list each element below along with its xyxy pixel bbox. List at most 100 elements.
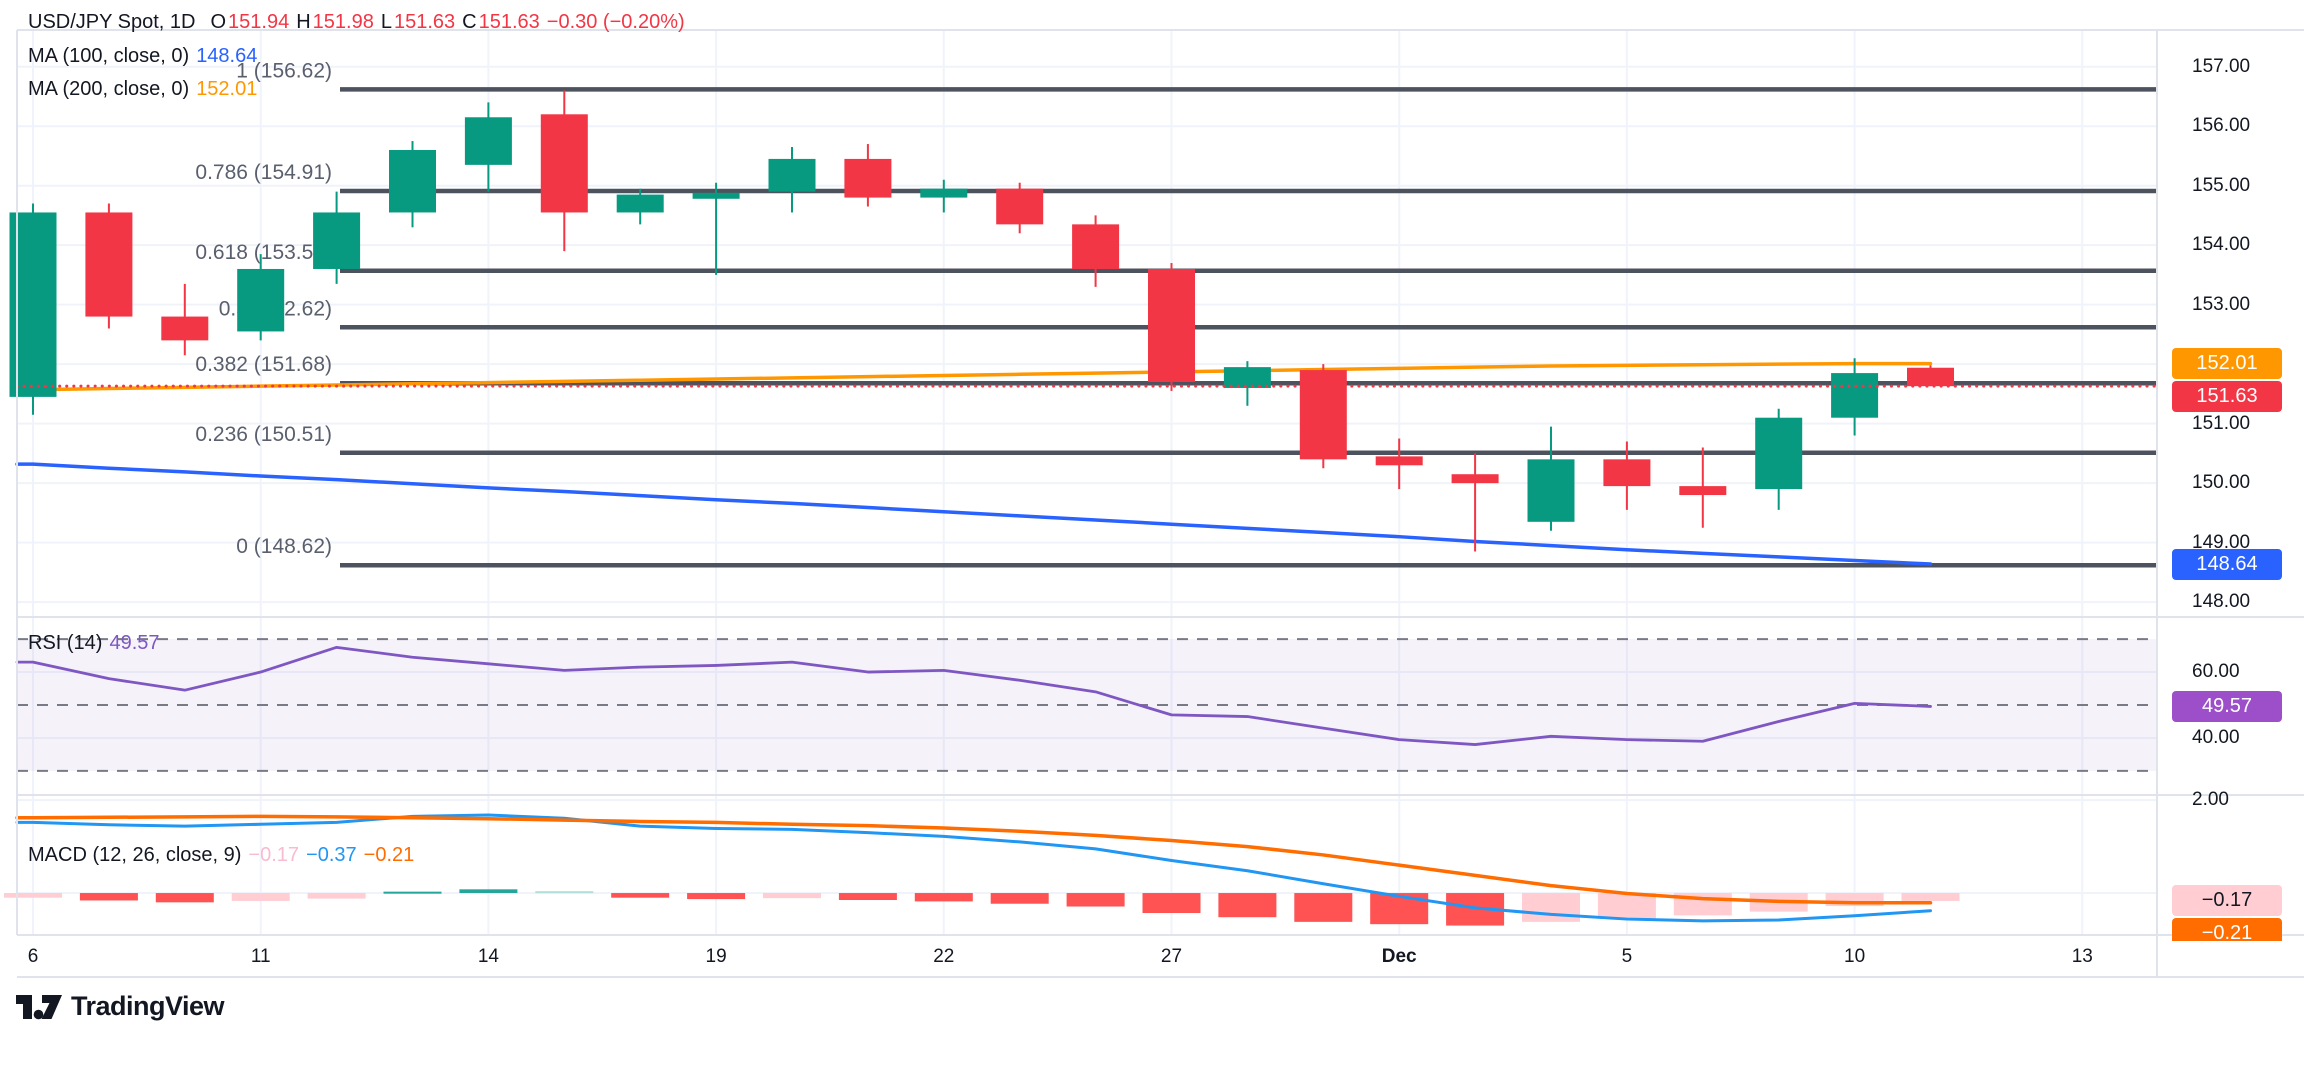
price-tick-label: 154.00 — [2192, 234, 2251, 256]
candle-body — [920, 188, 968, 198]
rsi-band — [17, 638, 2157, 772]
macd-histogram-bar — [1066, 893, 1125, 907]
price-tick-label: 149.00 — [2192, 531, 2251, 553]
fib-retracement: 1 (156.62) 0.786 (154.91) 0.618 (153.57) 0.… — [195, 59, 2157, 568]
fib-level-label: 1 (156.62) — [236, 59, 332, 82]
macd-histogram-bar — [687, 893, 746, 900]
macd-histogram-bar — [4, 893, 62, 898]
macd-histogram-bar — [838, 893, 897, 901]
macd-histogram-bar — [1294, 893, 1353, 922]
rsi-value: 49.57 — [109, 632, 160, 654]
axis-price-badge: −0.21 — [2172, 918, 2282, 941]
macd-line-value: −0.37 — [306, 844, 357, 866]
close-label: C — [462, 11, 477, 33]
axis-price-badge: −0.17 — [2172, 885, 2282, 917]
candle-body — [844, 158, 892, 198]
candles-layer — [9, 90, 1954, 552]
grid-layer — [17, 30, 2157, 935]
open-label: O — [210, 11, 227, 33]
symbol-status-line: USD/JPY Spot, 1D O 151.94 H 151.98 L 151.63… — [28, 10, 685, 34]
time-tick-label: 6 — [27, 946, 39, 967]
time-tick-label: 19 — [705, 946, 727, 967]
rsi-label: RSI (14) — [28, 632, 103, 654]
candle-body — [237, 268, 285, 332]
fib-level-label: 0 (148.62) — [236, 535, 332, 558]
ma100-value: 148.64 — [196, 45, 258, 67]
candle-body — [1755, 417, 1803, 490]
price-axis[interactable]: 157.00156.00155.00154.00153.00152.00151.… — [2157, 0, 2304, 941]
tradingview-mark-icon — [16, 995, 62, 1020]
macd-label: MACD (12, 26, close, 9) — [28, 844, 242, 866]
tradingview-logo-text: TradingView — [71, 990, 225, 1021]
time-axis[interactable]: 6 11 14 19 22 27 Dec 5 10 13 — [0, 936, 2304, 976]
fib-level-label: 0.786 (154.91) — [195, 161, 332, 184]
macd-histogram-bar — [535, 891, 594, 894]
time-tick-label: 13 — [2071, 946, 2093, 967]
macd-tick-label: 2.00 — [2192, 789, 2229, 811]
macd-histogram-bar — [763, 893, 821, 899]
macd-hist-value: −0.17 — [248, 844, 300, 866]
rsi-tick-label: 40.00 — [2192, 726, 2240, 748]
candle-body — [1223, 367, 1271, 388]
change-value: −0.30 (−0.20%) — [546, 11, 685, 33]
price-tick-label: 150.00 — [2192, 472, 2251, 494]
time-tick-label: 11 — [250, 946, 271, 967]
time-tick-label: 5 — [1621, 946, 1633, 967]
fib-level-label: 0.382 (151.68) — [195, 353, 332, 376]
candle-body — [540, 114, 588, 213]
tradingview-logo[interactable]: TradingView — [16, 988, 225, 1024]
symbol-title: USD/JPY Spot, 1D — [28, 11, 196, 33]
ma100-line — [15, 462, 1933, 566]
macd-histogram-bar — [79, 893, 138, 901]
candle-body — [1451, 474, 1499, 484]
fib-level-label: 0.618 (153.57) — [195, 241, 332, 264]
macd-line — [15, 813, 1932, 923]
ma200-value: 152.01 — [196, 78, 258, 100]
axis-price-badge: 49.57 — [2172, 690, 2282, 722]
high-label: H — [296, 11, 311, 33]
candle-body — [1375, 456, 1423, 466]
macd-histogram-bar — [155, 893, 214, 903]
candle-body — [1527, 459, 1575, 522]
price-tick-label: 148.00 — [2192, 591, 2251, 613]
price-tick-label: 156.00 — [2192, 115, 2251, 137]
price-tick-label: 153.00 — [2192, 293, 2251, 315]
signal-line — [15, 814, 1933, 905]
axis-price-badge: 151.63 — [2172, 381, 2282, 413]
macd-histogram-bar — [231, 893, 290, 901]
candle-body — [1679, 486, 1727, 496]
candle-body — [768, 158, 816, 192]
high-value: 151.98 — [312, 11, 374, 33]
time-tick-label: 10 — [1844, 946, 1866, 967]
candle-body — [996, 188, 1044, 225]
time-tick-label: Dec — [1381, 946, 1417, 967]
rsi-tick-label: 60.00 — [2192, 661, 2240, 683]
candle-body — [1072, 224, 1120, 269]
price-tick-label: 151.00 — [2192, 412, 2251, 434]
axis-price-badge: 152.01 — [2172, 348, 2282, 380]
macd-histogram-bar — [1218, 893, 1277, 918]
ma100-label: MA (100, close, 0) — [28, 45, 190, 67]
time-tick-label: 22 — [933, 946, 955, 967]
candle-body — [1907, 367, 1954, 387]
candle-body — [464, 117, 512, 165]
low-label: L — [380, 11, 392, 33]
candle-body — [616, 194, 664, 213]
macd-legend: MACD (12, 26, close, 9) −0.17 −0.37 −0.2… — [28, 843, 414, 867]
macd-histogram-bar — [383, 891, 442, 894]
candle-body — [1299, 370, 1347, 460]
ma100-legend: MA (100, close, 0) 148.64 — [28, 44, 257, 68]
candle-body — [85, 212, 133, 317]
macd-histogram-bar — [307, 893, 366, 899]
candle-body — [1831, 373, 1879, 418]
pane-separators — [16, 29, 2304, 978]
price-tick-label: 155.00 — [2192, 174, 2251, 196]
time-tick-label: 27 — [1160, 946, 1183, 967]
macd-signal-value: −0.21 — [363, 844, 415, 866]
candle-body — [161, 316, 209, 341]
macd-histogram-bar — [1597, 893, 1656, 919]
low-value: 151.63 — [393, 11, 456, 33]
fib-level-label: 0.236 (150.51) — [195, 423, 332, 446]
